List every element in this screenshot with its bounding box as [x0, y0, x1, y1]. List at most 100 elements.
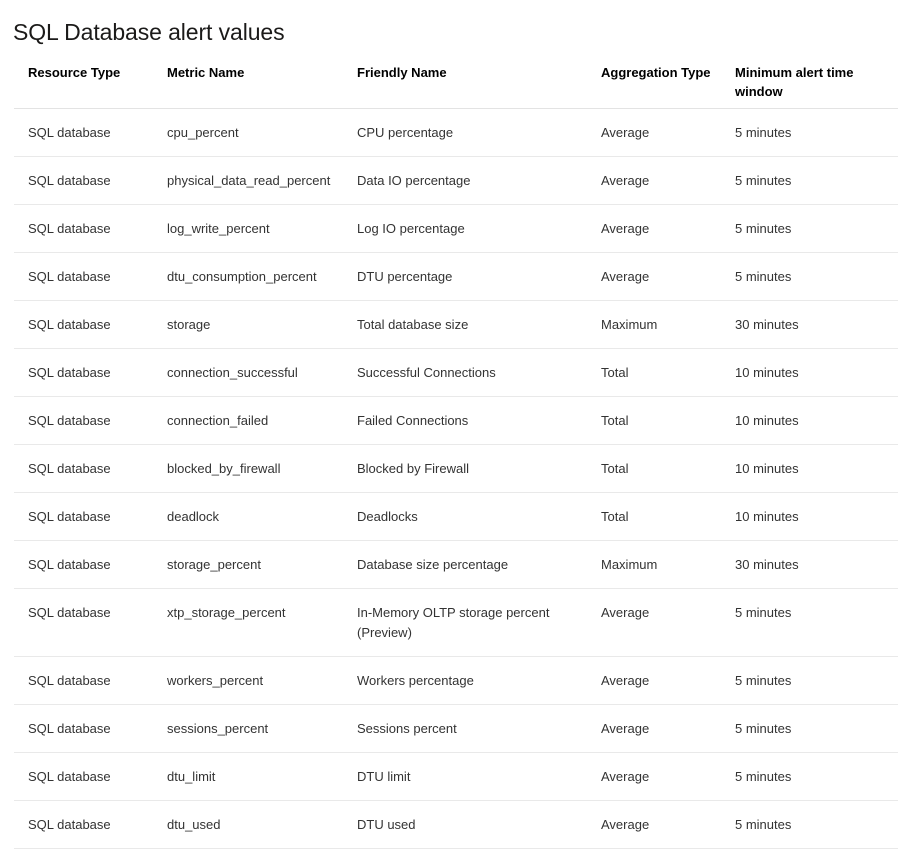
- table-row: SQL database xtp_storage_percent In-Memory…: [14, 588, 898, 657]
- column-header-label: Resource Type: [28, 65, 121, 80]
- cell-friendly-name: Workers percentage: [357, 656, 601, 705]
- cell-minimum-alert-time-window: 5 minutes: [735, 108, 898, 157]
- cell-metric-name: sessions_percent: [167, 704, 357, 753]
- cell-aggregation-type: Average: [601, 752, 735, 801]
- cell-resource-type: SQL database: [14, 300, 167, 349]
- cell-resource-type: SQL database: [14, 396, 167, 445]
- page-title: SQL Database alert values: [13, 19, 285, 46]
- table-row: SQL database cpu_percent CPU percentage Ave…: [14, 108, 898, 157]
- cell-aggregation-type: Maximum: [601, 300, 735, 349]
- table-row: SQL database log_write_percent Log IO perc…: [14, 204, 898, 253]
- cell-aggregation-type: Average: [601, 204, 735, 253]
- cell-friendly-name: Failed Connections: [357, 396, 601, 445]
- cell-friendly-name: CPU percentage: [357, 108, 601, 157]
- cell-metric-name: blocked_by_firewall: [167, 444, 357, 493]
- cell-aggregation-type: Total: [601, 348, 735, 397]
- cell-minimum-alert-time-window: 5 minutes: [735, 800, 898, 849]
- cell-friendly-name: Blocked by Firewall: [357, 444, 601, 493]
- cell-friendly-name: Data IO percentage: [357, 156, 601, 205]
- cell-resource-type: SQL database: [14, 348, 167, 397]
- table-row: SQL database storage_percent Database size…: [14, 540, 898, 589]
- cell-metric-name: log_write_percent: [167, 204, 357, 253]
- cell-friendly-name: Total database size: [357, 300, 601, 349]
- cell-aggregation-type: Maximum: [601, 540, 735, 589]
- cell-minimum-alert-time-window: 30 minutes: [735, 540, 898, 589]
- column-header-metric-name: Metric Name: [167, 52, 357, 109]
- cell-aggregation-type: Average: [601, 588, 735, 657]
- cell-minimum-alert-time-window: 5 minutes: [735, 252, 898, 301]
- column-header-minimum-alert-time-window: Minimum alert time window: [735, 52, 898, 109]
- cell-metric-name: physical_data_read_percent: [167, 156, 357, 205]
- cell-friendly-name: Log IO percentage: [357, 204, 601, 253]
- cell-friendly-name: DTU limit: [357, 752, 601, 801]
- cell-resource-type: SQL database: [14, 540, 167, 589]
- column-header-label: Metric Name: [167, 65, 245, 80]
- cell-minimum-alert-time-window: 5 minutes: [735, 656, 898, 705]
- cell-resource-type: SQL database: [14, 204, 167, 253]
- cell-friendly-name: In-Memory OLTP storage percent (Preview): [357, 588, 601, 657]
- table-row: SQL database sessions_percent Sessions per…: [14, 704, 898, 753]
- table-row: SQL database dtu_used DTU used Average 5 min…: [14, 800, 898, 849]
- cell-minimum-alert-time-window: 5 minutes: [735, 704, 898, 753]
- column-header-resource-type: Resource Type: [14, 52, 167, 109]
- table-row: SQL database dtu_limit DTU limit Average 5 m…: [14, 752, 898, 801]
- cell-metric-name: dtu_limit: [167, 752, 357, 801]
- table-row: SQL database connection_successful Success…: [14, 348, 898, 397]
- cell-aggregation-type: Average: [601, 108, 735, 157]
- cell-friendly-name: Database size percentage: [357, 540, 601, 589]
- cell-metric-name: xtp_storage_percent: [167, 588, 357, 657]
- cell-minimum-alert-time-window: 5 minutes: [735, 156, 898, 205]
- column-header-friendly-name: Friendly Name: [357, 52, 601, 109]
- cell-minimum-alert-time-window: 5 minutes: [735, 204, 898, 253]
- cell-resource-type: SQL database: [14, 492, 167, 541]
- cell-resource-type: SQL database: [14, 108, 167, 157]
- cell-minimum-alert-time-window: 10 minutes: [735, 396, 898, 445]
- cell-metric-name: connection_successful: [167, 348, 357, 397]
- cell-resource-type: SQL database: [14, 444, 167, 493]
- cell-aggregation-type: Average: [601, 800, 735, 849]
- cell-aggregation-type: Average: [601, 704, 735, 753]
- table-row: SQL database connection_failed Failed Conn…: [14, 396, 898, 445]
- cell-resource-type: SQL database: [14, 656, 167, 705]
- cell-minimum-alert-time-window: 10 minutes: [735, 348, 898, 397]
- cell-aggregation-type: Average: [601, 156, 735, 205]
- table-row: SQL database storage Total database size Ma…: [14, 300, 898, 349]
- cell-resource-type: SQL database: [14, 588, 167, 657]
- cell-aggregation-type: Total: [601, 396, 735, 445]
- cell-aggregation-type: Average: [601, 656, 735, 705]
- page-root: SQL Database alert values Resource Type M…: [13, 19, 898, 849]
- cell-metric-name: connection_failed: [167, 396, 357, 445]
- table-row: SQL database workers_percent Workers perce…: [14, 656, 898, 705]
- cell-minimum-alert-time-window: 10 minutes: [735, 492, 898, 541]
- cell-metric-name: dtu_used: [167, 800, 357, 849]
- cell-metric-name: storage: [167, 300, 357, 349]
- table-header: Resource Type Metric Name Friendly Name Agg…: [14, 52, 898, 109]
- cell-resource-type: SQL database: [14, 752, 167, 801]
- table-row: SQL database dtu_consumption_percent DTU p…: [14, 252, 898, 301]
- table-header-row: Resource Type Metric Name Friendly Name Agg…: [14, 52, 898, 109]
- cell-aggregation-type: Total: [601, 444, 735, 493]
- table-row: SQL database physical_data_read_percent Da…: [14, 156, 898, 205]
- column-header-aggregation-type: Aggregation Type: [601, 52, 735, 109]
- cell-aggregation-type: Average: [601, 252, 735, 301]
- cell-metric-name: dtu_consumption_percent: [167, 252, 357, 301]
- cell-resource-type: SQL database: [14, 800, 167, 849]
- cell-metric-name: storage_percent: [167, 540, 357, 589]
- table-row: SQL database deadlock Deadlocks Total 10 min…: [14, 492, 898, 541]
- cell-metric-name: cpu_percent: [167, 108, 357, 157]
- table-body: SQL database cpu_percent CPU percentage Ave…: [14, 108, 898, 849]
- cell-minimum-alert-time-window: 5 minutes: [735, 588, 898, 657]
- column-header-label: Minimum alert time window: [735, 65, 854, 99]
- cell-friendly-name: Sessions percent: [357, 704, 601, 753]
- column-header-label: Friendly Name: [357, 65, 447, 80]
- sql-alert-values-table: Resource Type Metric Name Friendly Name Agg…: [14, 52, 898, 849]
- cell-metric-name: deadlock: [167, 492, 357, 541]
- cell-metric-name: workers_percent: [167, 656, 357, 705]
- cell-minimum-alert-time-window: 10 minutes: [735, 444, 898, 493]
- table-row: SQL database blocked_by_firewall Blocked b…: [14, 444, 898, 493]
- cell-friendly-name: DTU percentage: [357, 252, 601, 301]
- cell-resource-type: SQL database: [14, 252, 167, 301]
- cell-minimum-alert-time-window: 30 minutes: [735, 300, 898, 349]
- column-header-label: Aggregation Type: [601, 65, 711, 80]
- cell-friendly-name: Successful Connections: [357, 348, 601, 397]
